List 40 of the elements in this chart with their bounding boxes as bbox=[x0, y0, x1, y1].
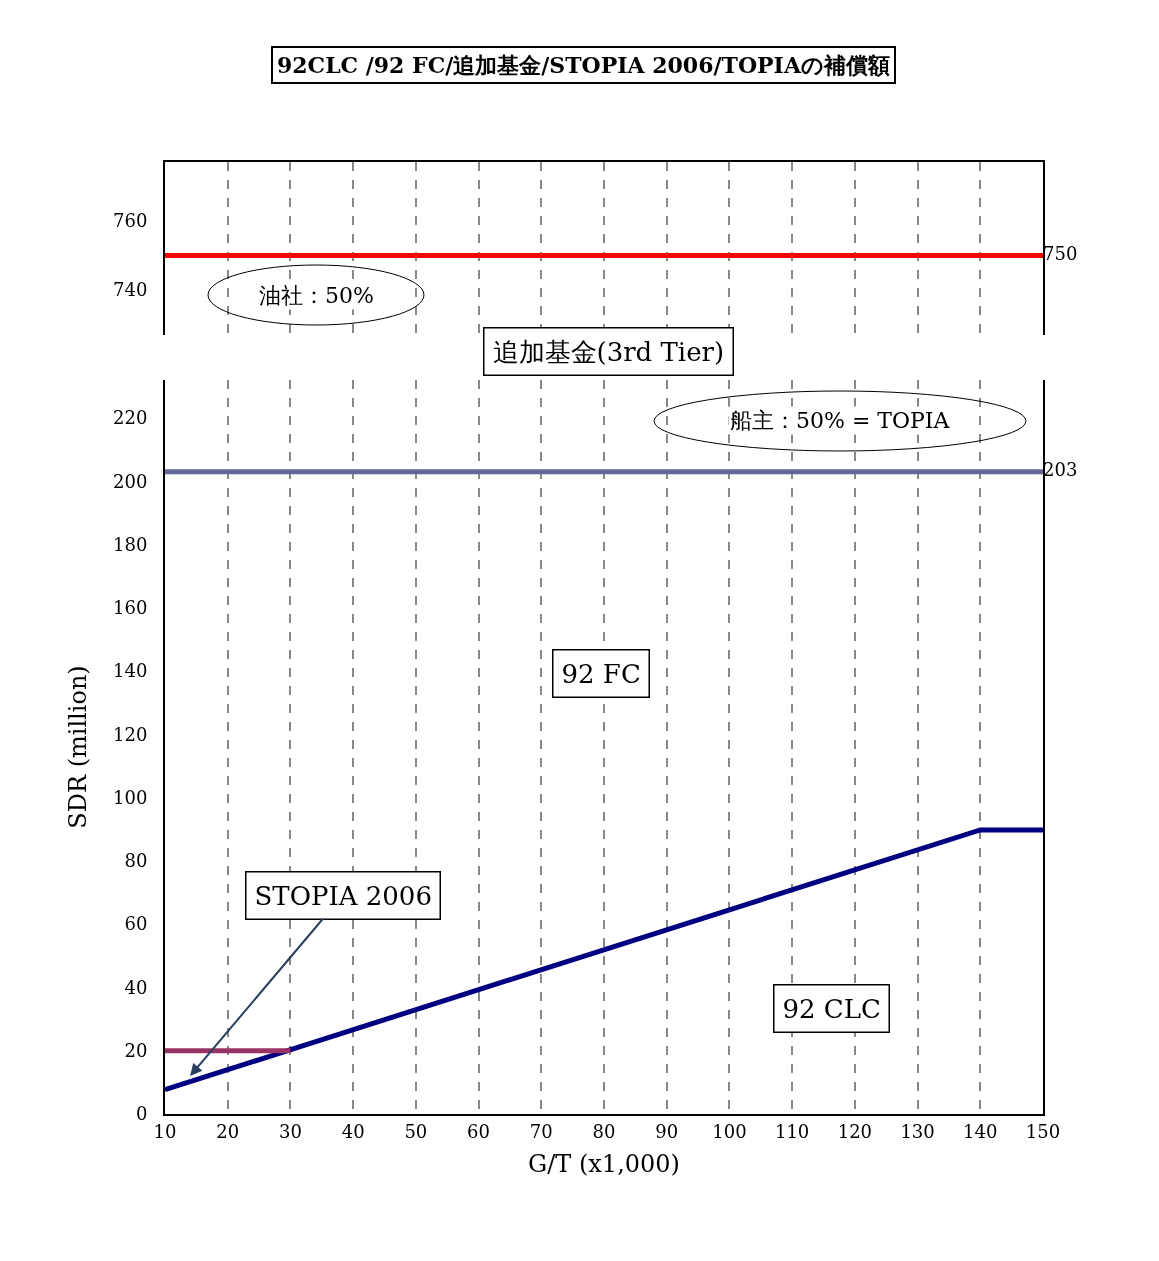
annotation: 油社：50% bbox=[259, 283, 374, 308]
x-tick-label: 60 bbox=[467, 1120, 491, 1142]
x-tick-label: 10 bbox=[153, 1120, 177, 1142]
x-tick-label: 110 bbox=[774, 1120, 810, 1142]
y-axis-title: SDR (million) bbox=[63, 665, 92, 829]
x-tick-label: 70 bbox=[529, 1120, 553, 1142]
y-tick-label: 180 bbox=[113, 533, 148, 555]
y-tick-label: 200 bbox=[113, 470, 148, 492]
x-tick-label: 20 bbox=[216, 1120, 240, 1142]
y-tick-label: 120 bbox=[113, 723, 148, 745]
x-tick-label: 140 bbox=[963, 1120, 998, 1142]
x-axis-title: G/T (x1,000) bbox=[528, 1150, 680, 1179]
chart-title: 92CLC /92 FC/追加基金/STOPIA 2006/TOPIAの補償額 bbox=[277, 52, 890, 78]
annotation: STOPIA 2006 bbox=[254, 880, 432, 911]
y-tick-label: 220 bbox=[113, 407, 148, 429]
y-tick-label: 40 bbox=[124, 976, 148, 998]
x-tick-label: 50 bbox=[404, 1120, 428, 1142]
y-tick-label: 140 bbox=[113, 660, 148, 682]
y-tick-label: 60 bbox=[124, 913, 148, 935]
x-tick-label: 40 bbox=[341, 1120, 365, 1142]
x-tick-label: 90 bbox=[655, 1120, 679, 1142]
y-tick-label: 0 bbox=[135, 1103, 148, 1125]
annotation: 92 CLC bbox=[782, 993, 881, 1024]
x-tick-label: 30 bbox=[278, 1120, 302, 1142]
x-tick-label: 150 bbox=[1025, 1120, 1061, 1142]
x-tick-label: 100 bbox=[712, 1120, 747, 1142]
y-tick-label: 100 bbox=[113, 786, 148, 808]
data-label: 750 bbox=[1043, 242, 1078, 264]
x-tick-label: 130 bbox=[900, 1120, 935, 1142]
annotation: 船主：50% = TOPIA bbox=[730, 408, 951, 433]
x-tick-label: 80 bbox=[592, 1120, 616, 1142]
y-tick-label: 740 bbox=[113, 279, 148, 301]
y-tick-label: 20 bbox=[124, 1040, 148, 1062]
y-tick-label: 760 bbox=[113, 210, 148, 232]
y-tick-label: 80 bbox=[124, 850, 148, 872]
x-tick-label: 120 bbox=[837, 1120, 873, 1142]
data-label: 203 bbox=[1043, 459, 1078, 481]
annotation: 92 FC bbox=[561, 658, 641, 689]
y-tick-label: 160 bbox=[113, 597, 148, 619]
text: 追加基金(3rd Tier) bbox=[492, 336, 725, 367]
